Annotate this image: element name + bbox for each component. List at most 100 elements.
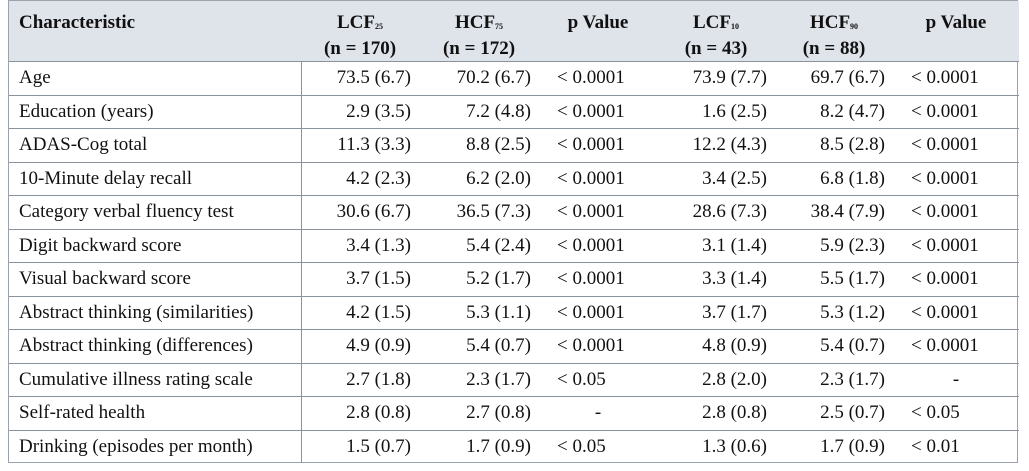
value-cell: 8.8 (2.5) bbox=[419, 128, 539, 163]
header-hcf90-name: HCF bbox=[809, 12, 851, 33]
table-row: Abstract thinking (similarities) 4.2 (1.5… bbox=[9, 296, 1019, 330]
value-cell: 73.9 (7.7) bbox=[657, 61, 775, 96]
p-value-cell: - bbox=[539, 396, 657, 431]
p-value-cell: < 0.0001 bbox=[893, 195, 1019, 230]
value-cell: 3.4 (2.5) bbox=[657, 162, 775, 196]
characteristics-table-frame: Characteristic LCF25 (n = 170) HCF75 (n … bbox=[8, 0, 1019, 463]
value-cell: 30.6 (6.7) bbox=[301, 195, 419, 230]
header-lcf10-n: (n = 43) bbox=[684, 38, 748, 59]
p-value-cell: < 0.0001 bbox=[893, 229, 1019, 263]
p-value-cell: < 0.0001 bbox=[539, 195, 657, 230]
value-cell: 1.7 (0.9) bbox=[466, 435, 531, 457]
characteristics-table: Characteristic LCF25 (n = 170) HCF75 (n … bbox=[9, 1, 1019, 463]
value-cell: 2.8 (0.8) bbox=[301, 396, 419, 431]
table-row: Drinking (episodes per month) 1.5 (0.7) 1.… bbox=[9, 430, 1019, 463]
header-hcf75-n: (n = 172) bbox=[442, 38, 516, 59]
value-cell: 70.2 (6.7) bbox=[419, 61, 539, 96]
header-hcf75-name: HCF bbox=[454, 12, 496, 33]
value-cell: 69.7 (6.7) bbox=[775, 61, 893, 96]
value-cell: 28.6 (7.3) bbox=[657, 195, 775, 230]
header-lcf10: LCF10 (n = 43) bbox=[657, 1, 775, 62]
row-label: Cumulative illness rating scale bbox=[9, 363, 302, 397]
value-cell: 2.8 (2.0) bbox=[657, 363, 775, 397]
table-row: Education (years) 2.9 (3.5) 7.2 (4.8) < 0.0… bbox=[9, 95, 1019, 129]
header-pvalue-1: p Value bbox=[539, 1, 657, 62]
header-lcf25-n: (n = 170) bbox=[323, 38, 397, 59]
table-row: Abstract thinking (differences) 4.9 (0.9)… bbox=[9, 329, 1019, 364]
value-cell: 12.2 (4.3) bbox=[657, 128, 775, 163]
p-value-cell: < 0.0001 bbox=[893, 296, 1019, 330]
p-value-cell: < 0.0001 bbox=[539, 329, 657, 364]
value-cell: 4.9 (0.9) bbox=[301, 329, 419, 364]
table-row: Digit backward score 3.4 (1.3) 5.4 (2.4) < … bbox=[9, 229, 1019, 263]
value-cell: 5.4 (2.4) bbox=[419, 229, 539, 263]
value-cell: 36.5 (7.3) bbox=[419, 195, 539, 230]
value-cell: 2.3 (1.7) bbox=[419, 363, 539, 397]
p-value-cell: < 0.05 bbox=[539, 363, 657, 397]
p-value-cell: < 0.0001 bbox=[893, 61, 1019, 96]
p-value-cell: < 0.05 bbox=[893, 396, 1019, 431]
header-characteristic: Characteristic bbox=[9, 1, 301, 62]
value-cell: 6.2 (2.0) bbox=[419, 162, 539, 196]
table-row: Category verbal fluency test 30.6 (6.7) 36… bbox=[9, 195, 1019, 230]
value-cell: 5.2 (1.7) bbox=[419, 262, 539, 297]
table-row: Visual backward score 3.7 (1.5) 5.2 (1.7) <… bbox=[9, 262, 1019, 297]
p-value-cell: < 0.0001 bbox=[539, 61, 657, 96]
value-cell: 3.7 (1.5) bbox=[301, 262, 419, 297]
value-cell: 2.3 (1.7) bbox=[775, 363, 893, 397]
row-label: ADAS-Cog total bbox=[9, 128, 302, 163]
table-row: ADAS-Cog total 11.3 (3.3) 8.8 (2.5) < 0.000… bbox=[9, 128, 1019, 163]
header-lcf10-sub: 10 bbox=[731, 22, 739, 31]
p-value-cell: < 0.0001 bbox=[539, 262, 657, 297]
p-value-cell: < 0.0001 bbox=[539, 296, 657, 330]
p-value-cell: < 0.0001 bbox=[539, 229, 657, 263]
row-label: Abstract thinking (differences) bbox=[9, 329, 302, 364]
value-cell: 4.8 (0.9) bbox=[657, 329, 775, 364]
p-value-cell: < 0.0001 bbox=[893, 262, 1019, 297]
value-cell: 5.4 (0.7) bbox=[775, 329, 893, 364]
header-pvalue-2: p Value bbox=[893, 1, 1019, 62]
value-cell: 38.4 (7.9) bbox=[775, 195, 893, 230]
value-cell: 1.5 (0.7) bbox=[346, 435, 411, 457]
header-hcf90-n: (n = 88) bbox=[802, 38, 866, 59]
value-cell: 1.3 (0.6) bbox=[702, 435, 767, 457]
value-cell: 7.2 (4.8) bbox=[419, 95, 539, 129]
row-label: 10-Minute delay recall bbox=[9, 162, 302, 196]
row-label: Abstract thinking (similarities) bbox=[9, 296, 302, 330]
value-cell: 2.9 (3.5) bbox=[301, 95, 419, 129]
header-hcf75: HCF75 (n = 172) bbox=[419, 1, 539, 62]
header-lcf25-sub: 25 bbox=[375, 22, 383, 31]
value-cell: 5.3 (1.1) bbox=[419, 296, 539, 330]
table-row: Age 73.5 (6.7) 70.2 (6.7) < 0.0001 73.9 (7.7… bbox=[9, 61, 1019, 96]
header-lcf25-name: LCF bbox=[337, 12, 375, 33]
p-value-cell: < 0.0001 bbox=[893, 162, 1019, 196]
value-cell: 3.1 (1.4) bbox=[657, 229, 775, 263]
header-row: Characteristic LCF25 (n = 170) HCF75 (n … bbox=[9, 1, 1019, 62]
p-value-cell: < 0.0001 bbox=[893, 95, 1019, 129]
value-cell: 2.7 (1.8) bbox=[301, 363, 419, 397]
value-cell: 4.2 (1.5) bbox=[301, 296, 419, 330]
header-lcf25: LCF25 (n = 170) bbox=[301, 1, 419, 62]
value-cell: 5.4 (0.7) bbox=[419, 329, 539, 364]
value-cell: 3.7 (1.7) bbox=[657, 296, 775, 330]
row-label: Visual backward score bbox=[9, 262, 302, 297]
value-cell: 2.7 (0.8) bbox=[419, 396, 539, 431]
value-cell: 8.2 (4.7) bbox=[775, 95, 893, 129]
header-hcf90-sub: 90 bbox=[850, 22, 859, 31]
table-body: Age 73.5 (6.7) 70.2 (6.7) < 0.0001 73.9 (7.7… bbox=[9, 61, 1019, 463]
value-cell: 5.5 (1.7) bbox=[775, 262, 893, 297]
row-label: Self-rated health bbox=[9, 396, 302, 431]
value-cell: 5.9 (2.3) bbox=[775, 229, 893, 263]
table-row: 10-Minute delay recall 4.2 (2.3) 6.2 (2.0)… bbox=[9, 162, 1019, 196]
header-lcf10-name: LCF bbox=[693, 12, 731, 33]
value-cell: 8.5 (2.8) bbox=[775, 128, 893, 163]
value-cell: 4.2 (2.3) bbox=[301, 162, 419, 196]
value-cell: 6.8 (1.8) bbox=[775, 162, 893, 196]
value-cell: 5.3 (1.2) bbox=[775, 296, 893, 330]
row-label: Drinking (episodes per month) bbox=[9, 430, 302, 463]
p-value-cell: < 0.0001 bbox=[893, 329, 1019, 364]
table-row: Cumulative illness rating scale 2.7 (1.8)… bbox=[9, 363, 1019, 397]
row-label: Digit backward score bbox=[9, 229, 302, 263]
header-hcf90: HCF90 (n = 88) bbox=[775, 1, 893, 62]
value-cell: 1.7 (0.9) bbox=[820, 435, 885, 457]
